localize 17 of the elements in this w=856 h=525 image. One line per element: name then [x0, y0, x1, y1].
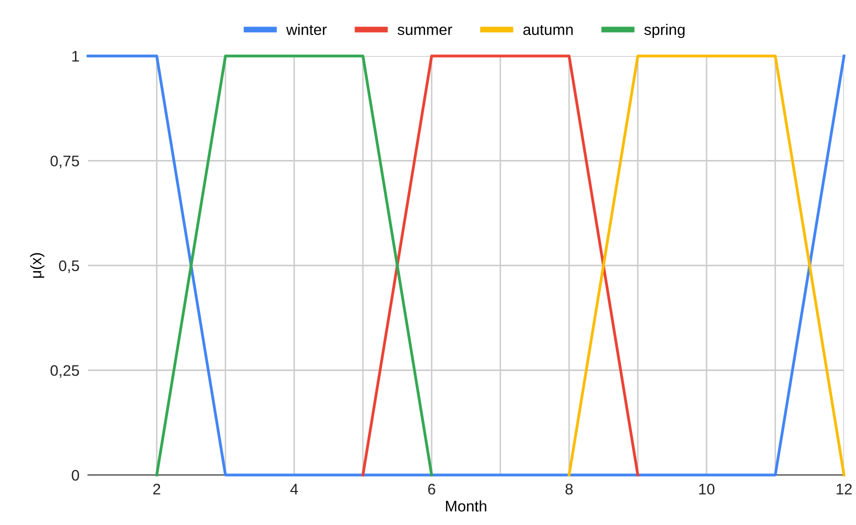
x-tick-label: 4: [290, 484, 298, 494]
y-axis-title: μ(x): [30, 253, 44, 278]
x-tick-label: 10: [699, 484, 714, 495]
y-tick-label: 0: [72, 470, 80, 481]
x-tick-label: 12: [836, 484, 852, 494]
legend-label: winter: [286, 24, 327, 36]
y-tick-label: 1: [72, 51, 79, 62]
x-axis-title: Month: [446, 500, 486, 512]
legend-label: summer: [398, 26, 452, 36]
x-tick-label: 6: [428, 484, 436, 495]
x-tick-label: 2: [153, 484, 160, 494]
y-tick-label: 0,75: [50, 156, 80, 168]
y-tick-label: 0,25: [50, 365, 80, 378]
legend-label: spring: [644, 24, 685, 38]
legend-label: autumn: [523, 25, 573, 36]
y-tick-label: 0,5: [59, 260, 80, 273]
x-tick-label: 8: [566, 484, 573, 495]
